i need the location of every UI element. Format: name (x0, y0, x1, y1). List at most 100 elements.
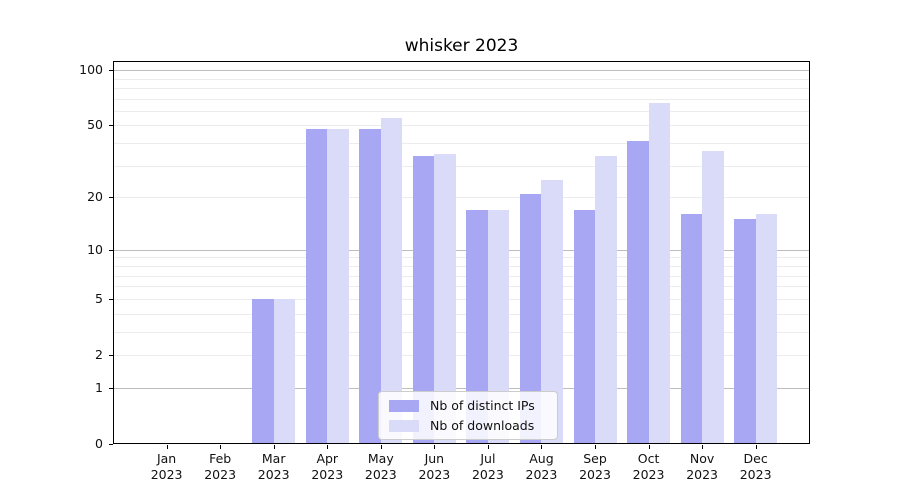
gridline-minor (113, 125, 810, 127)
gridline-minor (113, 331, 810, 333)
x-tick-label: Oct 2023 (621, 451, 677, 482)
gridline-major (113, 249, 810, 251)
x-tick-year: 2023 (579, 466, 611, 482)
gridline-minor (113, 257, 810, 259)
gridline-major (113, 70, 810, 72)
chart-title: whisker 2023 (404, 36, 519, 56)
x-tick-label: Nov 2023 (674, 451, 730, 482)
y-tick-mark (109, 298, 113, 300)
bar-distinct-ips (359, 128, 381, 444)
legend-label-distinct-ips: Nb of distinct IPs (430, 398, 535, 413)
x-tick-mark (755, 445, 757, 449)
y-tick-label: 50 (87, 117, 103, 133)
y-tick-label: 0 (95, 436, 103, 451)
x-tick-year: 2023 (525, 466, 558, 482)
x-tick-month: Jan (156, 451, 177, 466)
gridline-minor (113, 354, 810, 356)
y-tick-label: 5 (95, 290, 103, 306)
x-tick-label: Jun 2023 (406, 451, 462, 482)
x-tick-label: Dec 2023 (728, 451, 784, 482)
x-tick-year: 2023 (739, 466, 772, 482)
x-tick-label: Feb 2023 (192, 451, 248, 482)
gridline-minor (113, 165, 810, 167)
x-tick-mark (648, 445, 650, 449)
legend-item-distinct-ips: Nb of distinct IPs (389, 399, 547, 412)
legend-swatch-downloads (389, 419, 419, 432)
x-tick-label: Mar 2023 (246, 451, 302, 482)
x-tick-label: Aug 2023 (513, 451, 569, 482)
bar-downloads (541, 180, 563, 444)
bar-downloads (273, 298, 296, 444)
gridline-major (113, 387, 810, 389)
x-tick-mark (220, 445, 222, 449)
x-tick-mark (166, 445, 168, 449)
y-tick-mark (109, 354, 113, 356)
legend-label-downloads: Nb of downloads (430, 418, 535, 433)
x-tick-label: Sep 2023 (567, 451, 623, 482)
gridline-minor (113, 110, 810, 112)
bar-downloads (595, 155, 617, 444)
gridline-minor (113, 143, 810, 145)
x-tick-mark (595, 445, 596, 449)
y-tick-label: 20 (87, 189, 103, 205)
x-tick-year: 2023 (150, 466, 183, 482)
x-tick-year: 2023 (204, 466, 237, 482)
x-tick-month: Apr (316, 451, 339, 466)
gridline-minor (113, 87, 810, 89)
y-tick-mark (109, 70, 113, 72)
gridline-minor (113, 265, 810, 267)
x-tick-mark (327, 445, 329, 449)
x-tick-year: 2023 (418, 466, 451, 482)
y-tick-mark (109, 249, 113, 251)
bar-distinct-ips (305, 128, 328, 444)
gridline-minor (113, 78, 810, 80)
gridline-minor (113, 275, 810, 277)
bar-distinct-ips (252, 298, 274, 444)
y-tick-label: 2 (95, 346, 103, 362)
bar-distinct-ips (466, 209, 488, 444)
bar-downloads (702, 151, 724, 444)
x-tick-mark (380, 445, 382, 449)
gridline-minor (113, 298, 810, 300)
gridline-minor (113, 197, 810, 199)
x-tick-label: Jan 2023 (139, 451, 195, 482)
x-tick-mark (273, 445, 275, 449)
x-tick-year: 2023 (686, 466, 718, 482)
x-tick-month: Sep (583, 451, 607, 466)
gridline-minor (113, 286, 810, 288)
y-tick-mark (109, 387, 113, 389)
x-tick-month: Aug (529, 451, 554, 466)
gridline-minor (113, 313, 810, 315)
legend-swatch-distinct-ips (389, 399, 419, 412)
bar-distinct-ips (573, 209, 595, 444)
bar-distinct-ips (734, 219, 756, 444)
x-tick-mark (702, 445, 704, 449)
bar-downloads (434, 153, 456, 444)
bar-distinct-ips (412, 155, 435, 444)
y-tick-label: 100 (79, 62, 103, 78)
bar-downloads (648, 103, 671, 444)
x-tick-label: Jul 2023 (460, 451, 516, 482)
x-tick-mark (487, 445, 489, 449)
x-tick-year: 2023 (257, 466, 290, 482)
x-tick-month: Jul (480, 451, 496, 466)
gridline-minor (113, 98, 810, 100)
x-tick-mark (434, 445, 436, 449)
x-tick-month: Nov (689, 451, 715, 466)
x-tick-month: May (367, 451, 394, 466)
bar-distinct-ips (519, 193, 542, 444)
x-tick-mark (541, 445, 543, 449)
bar-distinct-ips (680, 214, 703, 444)
x-tick-month: Mar (261, 451, 286, 466)
bar-downloads (487, 209, 510, 444)
legend: Nb of distinct IPs Nb of downloads (378, 391, 558, 440)
y-tick-label: 10 (87, 241, 103, 257)
y-tick-label: 1 (95, 379, 103, 395)
bar-distinct-ips (627, 141, 649, 444)
x-tick-year: 2023 (471, 466, 504, 482)
y-tick-mark (109, 444, 113, 445)
x-tick-label: May 2023 (353, 451, 409, 482)
x-tick-month: Feb (209, 451, 232, 466)
y-tick-mark (109, 197, 113, 199)
y-tick-mark (109, 125, 113, 127)
